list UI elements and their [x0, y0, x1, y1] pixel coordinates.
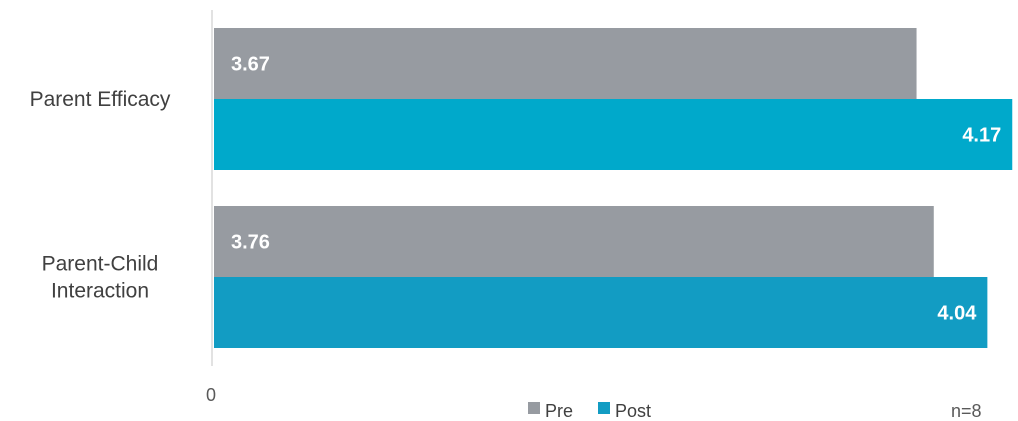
sample-size-note: n=8 — [951, 401, 982, 421]
legend-swatch-post — [598, 402, 610, 414]
data-label-pre-1: 3.76 — [231, 232, 270, 254]
data-label-post-0: 4.17 — [962, 125, 1001, 147]
category-label-1: Parent-Child Interaction — [42, 253, 159, 303]
legend-label-pre: Pre — [545, 401, 573, 421]
bar-post-0 — [214, 99, 1013, 170]
bar-pre-0 — [214, 28, 917, 99]
legend-swatch-pre — [528, 402, 540, 414]
bar-post-1 — [214, 277, 988, 348]
legend-label-post: Post — [615, 401, 651, 421]
bar-pre-1 — [214, 206, 934, 277]
x-tick-label-0: 0 — [206, 385, 216, 405]
data-label-post-1: 4.04 — [937, 303, 977, 325]
category-label-0: Parent Efficacy — [30, 88, 171, 111]
legend: Pre Post — [528, 401, 651, 421]
data-label-pre-0: 3.67 — [231, 54, 270, 76]
